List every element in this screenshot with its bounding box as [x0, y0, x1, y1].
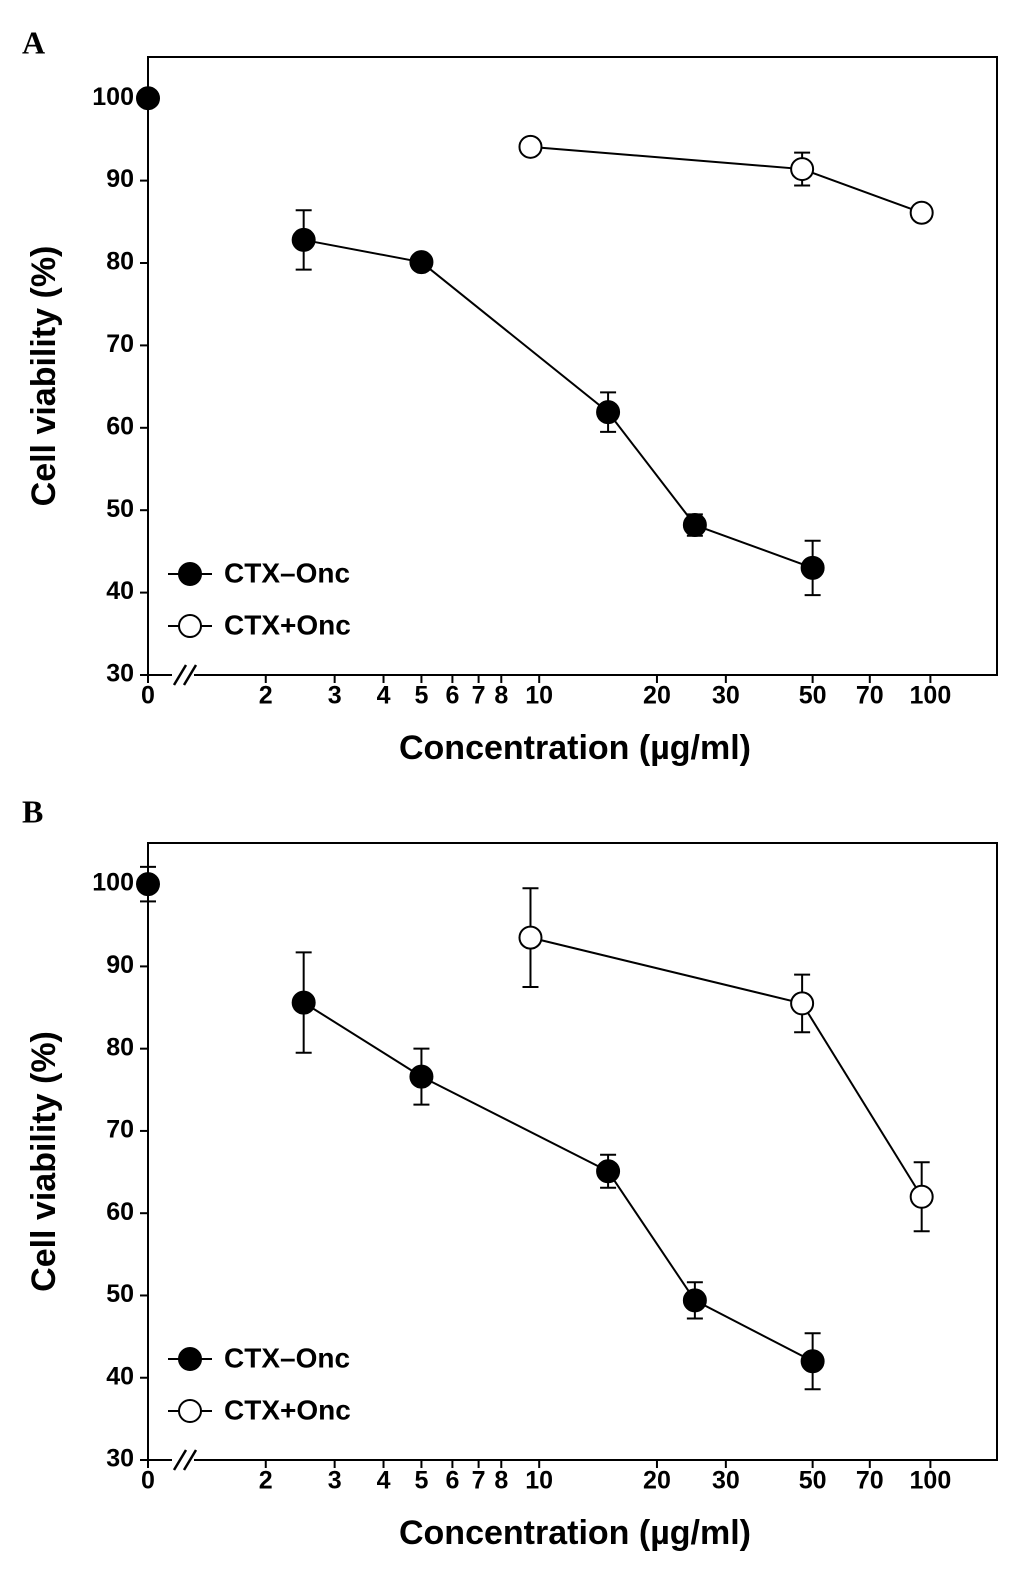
data-point [909, 1184, 934, 1209]
y-tick-label: 60 [106, 412, 134, 440]
y-tick-label: 90 [106, 951, 134, 979]
data-point [682, 513, 707, 538]
legend-label: CTX+Onc [224, 609, 351, 640]
x-tick-label: 5 [414, 682, 428, 710]
series-line [303, 238, 422, 264]
x-tick-label: 2 [259, 682, 273, 710]
x-tick-label: 3 [328, 1467, 342, 1495]
x-tick-label: 10 [525, 1467, 553, 1495]
data-point [291, 990, 316, 1015]
data-point [409, 250, 434, 275]
data-point [409, 1064, 434, 1089]
x-tick-label: 0 [141, 682, 155, 710]
data-point [518, 134, 543, 159]
legend-marker [178, 562, 202, 586]
y-tick-label: 50 [106, 495, 134, 523]
series-line [303, 1001, 422, 1078]
data-point [800, 555, 825, 580]
x-tick-label: 20 [643, 682, 671, 710]
y-tick-label: 70 [106, 330, 134, 358]
axis-break [182, 1449, 198, 1471]
x-tick-label: 8 [494, 1467, 508, 1495]
data-point [136, 86, 160, 111]
series-line [694, 1299, 814, 1363]
axis-break-gap [172, 671, 194, 679]
y-axis-label: Cell viability (%) [25, 1031, 63, 1292]
x-tick-label: 0 [141, 1467, 155, 1495]
data-point [909, 200, 934, 225]
y-tick-label: 50 [106, 1280, 134, 1308]
data-point [682, 1288, 707, 1313]
x-tick-label: 7 [472, 682, 486, 710]
x-tick-label: 30 [712, 682, 740, 710]
series-line [607, 1170, 696, 1301]
data-point [596, 1159, 621, 1184]
legend-label: CTX–Onc [224, 557, 350, 588]
y-tick-label: 80 [106, 1033, 134, 1061]
series-line [694, 524, 813, 569]
data-point [291, 227, 316, 252]
y-tick-label: 80 [106, 248, 134, 276]
series-line [420, 261, 609, 413]
x-tick-label: 2 [259, 1467, 273, 1495]
x-tick-label: 6 [445, 682, 459, 710]
x-tick-label: 20 [643, 1467, 671, 1495]
x-axis-label: Concentration (µg/ml) [399, 1514, 751, 1552]
legend-label: CTX+Onc [224, 1394, 351, 1425]
x-tick-label: 6 [445, 1467, 459, 1495]
x-tick-label: 50 [799, 682, 827, 710]
legend-marker [178, 1347, 202, 1371]
legend-label: CTX–Onc [224, 1342, 350, 1373]
axis-break [172, 664, 188, 686]
legend-marker [178, 1399, 202, 1423]
series-line [530, 936, 803, 1005]
x-tick-label: 4 [377, 1467, 391, 1495]
x-tick-label: 100 [910, 682, 952, 710]
plot-frame [147, 56, 998, 676]
plot-frame [147, 842, 998, 1461]
axis-break [182, 664, 198, 686]
y-tick-label: 40 [106, 577, 134, 605]
series-line [607, 411, 696, 526]
axis-break-gap [172, 1456, 194, 1464]
x-axis-label: Concentration (µg/ml) [399, 729, 751, 767]
y-axis-label: Cell viability (%) [25, 246, 63, 507]
y-tick-label: 30 [106, 660, 134, 688]
axis-break [172, 1449, 188, 1471]
data-point [596, 400, 621, 425]
panel-label: A [22, 24, 45, 60]
x-tick-label: 70 [856, 1467, 884, 1495]
x-tick-label: 30 [712, 1467, 740, 1495]
data-point [790, 991, 815, 1016]
data-point [518, 925, 543, 950]
x-tick-label: 7 [472, 1467, 486, 1495]
x-tick-label: 10 [525, 682, 553, 710]
data-point [790, 157, 815, 182]
y-tick-label: 90 [106, 165, 134, 193]
y-tick-label: 100 [92, 83, 134, 111]
x-tick-label: 8 [494, 682, 508, 710]
series-line [801, 168, 923, 214]
series-line [530, 145, 803, 171]
legend-marker [178, 614, 202, 638]
data-point [136, 872, 160, 897]
y-tick-label: 40 [106, 1362, 134, 1390]
x-tick-label: 3 [328, 682, 342, 710]
y-tick-label: 30 [106, 1445, 134, 1473]
x-tick-label: 100 [910, 1467, 952, 1495]
y-tick-label: 70 [106, 1116, 134, 1144]
series-line [420, 1075, 609, 1173]
data-point [800, 1349, 825, 1374]
x-tick-label: 5 [414, 1467, 428, 1495]
x-tick-label: 50 [799, 1467, 827, 1495]
x-tick-label: 70 [856, 682, 884, 710]
y-tick-label: 100 [92, 869, 134, 897]
y-tick-label: 60 [106, 1198, 134, 1226]
panel-label: B [22, 793, 43, 829]
x-tick-label: 4 [377, 682, 391, 710]
series-line [801, 1002, 923, 1198]
